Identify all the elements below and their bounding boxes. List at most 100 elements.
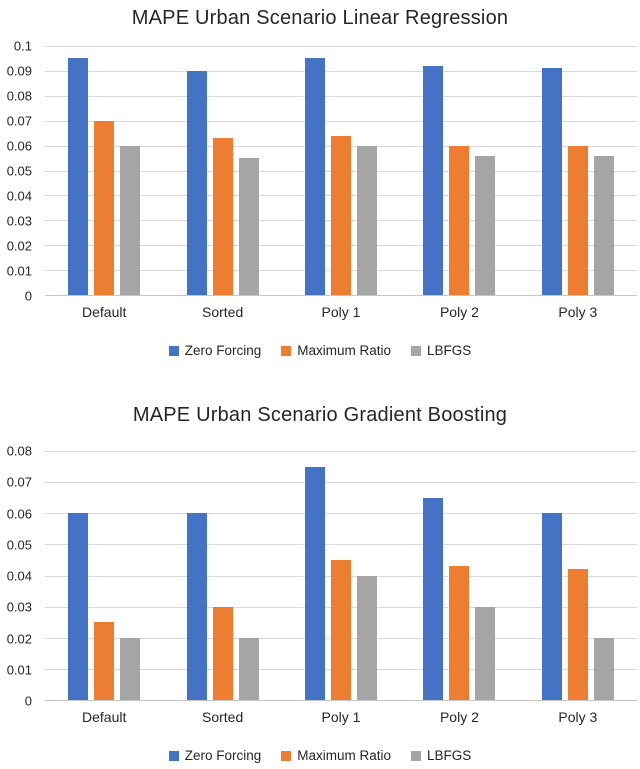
bar-group-poly-2 (400, 451, 518, 700)
bar-maximum-ratio-poly-1 (331, 135, 352, 295)
y-axis: 0.1 0.09 0.08 0.07 0.06 0.05 0.04 0.03 0.02 0.01 0 (0, 39, 45, 304)
x-axis-labels: Default Sorted Poly 1 Poly 2 Poly 3 (45, 708, 637, 727)
gridline (45, 544, 637, 546)
bar-group-poly-2 (400, 46, 518, 295)
y-tick-label: 0.02 (6, 631, 32, 646)
gridline (45, 46, 637, 47)
bar-lbfgs-poly-2 (475, 606, 496, 700)
chart-mape-linear-regression: MAPE Urban Scenario Linear Regression 0.… (0, 4, 640, 358)
y-tick-label: 0.08 (6, 443, 32, 459)
x-category-label-sorted: Sorted (201, 709, 244, 725)
x-category-label-default: Default (82, 304, 127, 320)
bar-group-poly-3 (519, 46, 637, 295)
y-tick-label: 0.04 (6, 188, 32, 204)
bar-maximum-ratio-default (94, 622, 115, 700)
y-tick-label: 0.08 (6, 88, 32, 104)
legend-label: LBFGS (427, 748, 472, 763)
bar-lbfgs-default (120, 145, 141, 295)
y-tick-label: 0.04 (6, 568, 32, 584)
bar-maximum-ratio-poly-2 (449, 566, 470, 700)
legend: Zero Forcing Maximum Ratio LBFGS (0, 748, 640, 763)
y-tick-label: 0.05 (6, 163, 32, 179)
legend-item-lbfgs: LBFGS (411, 748, 471, 763)
y-tick-label: 0.03 (6, 599, 32, 615)
bar-maximum-ratio-poly-1 (331, 559, 352, 700)
bar-zero-forcing-default (68, 58, 89, 295)
bar-zero-forcing-poly-2 (423, 497, 444, 700)
y-tick-label: 0.07 (6, 474, 32, 490)
x-axis-labels: Default Sorted Poly 1 Poly 2 Poly 3 (45, 303, 637, 322)
chart-body: 0.1 0.09 0.08 0.07 0.06 0.05 0.04 0.03 0.02 0.01 0 (0, 39, 640, 304)
bar-groups (45, 46, 637, 295)
bar-zero-forcing-poly-3 (541, 513, 562, 700)
bar-maximum-ratio-default (94, 120, 115, 295)
legend-item-maximum-ratio: Maximum Ratio (281, 343, 391, 358)
x-category-label-poly-2: Poly 2 (439, 304, 479, 320)
legend-swatch-icon (411, 345, 422, 356)
legend-item-lbfgs: LBFGS (411, 343, 471, 358)
bar-maximum-ratio-poly-3 (567, 145, 588, 295)
bar-maximum-ratio-sorted (212, 606, 233, 700)
chart-body: 0.08 0.07 0.06 0.05 0.04 0.03 0.02 0.01 0 (0, 444, 640, 709)
legend-label: Zero Forcing (184, 748, 262, 763)
chart-title: MAPE Urban Scenario Gradient Boosting (132, 404, 508, 426)
bar-lbfgs-poly-3 (593, 637, 614, 700)
x-category-label-poly-1: Poly 1 (321, 709, 361, 725)
bar-group-sorted (163, 46, 281, 295)
legend-label: Zero Forcing (184, 343, 262, 358)
legend-label: Maximum Ratio (297, 343, 392, 358)
x-category-label-sorted: Sorted (201, 304, 244, 320)
bar-groups (45, 451, 637, 700)
legend-item-zero-forcing: Zero Forcing (168, 748, 262, 763)
y-tick-label: 0.01 (6, 662, 32, 678)
bar-group-poly-3 (519, 451, 637, 700)
gridline (45, 70, 637, 72)
bar-zero-forcing-poly-3 (541, 68, 562, 295)
legend-label: Maximum Ratio (297, 748, 392, 763)
bar-lbfgs-poly-1 (357, 145, 378, 295)
bar-group-sorted (163, 451, 281, 700)
bar-maximum-ratio-poly-3 (567, 569, 588, 700)
bar-zero-forcing-sorted (186, 70, 207, 295)
bar-lbfgs-sorted (238, 158, 259, 295)
bar-zero-forcing-poly-1 (305, 466, 326, 700)
x-category-label-poly-2: Poly 2 (439, 709, 479, 725)
bar-zero-forcing-default (68, 513, 89, 700)
y-tick-label: 0.06 (6, 138, 32, 154)
gridline (45, 513, 637, 515)
x-category-label-poly-1: Poly 1 (321, 304, 361, 320)
bar-group-default (45, 46, 163, 295)
y-tick-label: 0.09 (6, 63, 32, 79)
legend-swatch-icon (168, 345, 179, 356)
plot-area (45, 451, 637, 701)
legend-swatch-icon (168, 750, 179, 761)
y-tick-label: 0.1 (13, 38, 32, 54)
y-tick-label: 0.06 (6, 506, 32, 521)
y-tick-label: 0 (24, 693, 32, 709)
bar-maximum-ratio-poly-2 (449, 145, 470, 295)
bar-group-default (45, 451, 163, 700)
legend-swatch-icon (281, 345, 292, 356)
legend-item-zero-forcing: Zero Forcing (168, 343, 262, 358)
gridline (45, 95, 637, 97)
bar-lbfgs-poly-2 (475, 155, 496, 295)
bar-group-poly-1 (282, 46, 400, 295)
bar-group-poly-1 (282, 451, 400, 700)
y-tick-label: 0.01 (6, 263, 32, 279)
bar-zero-forcing-sorted (186, 513, 207, 700)
bar-lbfgs-poly-3 (593, 155, 614, 295)
bar-maximum-ratio-sorted (212, 138, 233, 295)
bar-zero-forcing-poly-1 (305, 58, 326, 295)
legend: Zero Forcing Maximum Ratio LBFGS (0, 343, 640, 358)
chart-mape-gradient-boosting: MAPE Urban Scenario Gradient Boosting 0.… (0, 401, 640, 763)
y-tick-label: 0 (24, 288, 32, 304)
gridline (45, 120, 637, 122)
y-axis: 0.08 0.07 0.06 0.05 0.04 0.03 0.02 0.01 0 (0, 444, 45, 709)
y-tick-label: 0.07 (6, 113, 32, 129)
x-category-label-poly-3: Poly 3 (558, 304, 598, 320)
bar-lbfgs-default (120, 637, 141, 700)
bar-lbfgs-sorted (238, 637, 259, 700)
y-tick-label: 0.05 (6, 537, 32, 553)
legend-item-maximum-ratio: Maximum Ratio (281, 748, 391, 763)
